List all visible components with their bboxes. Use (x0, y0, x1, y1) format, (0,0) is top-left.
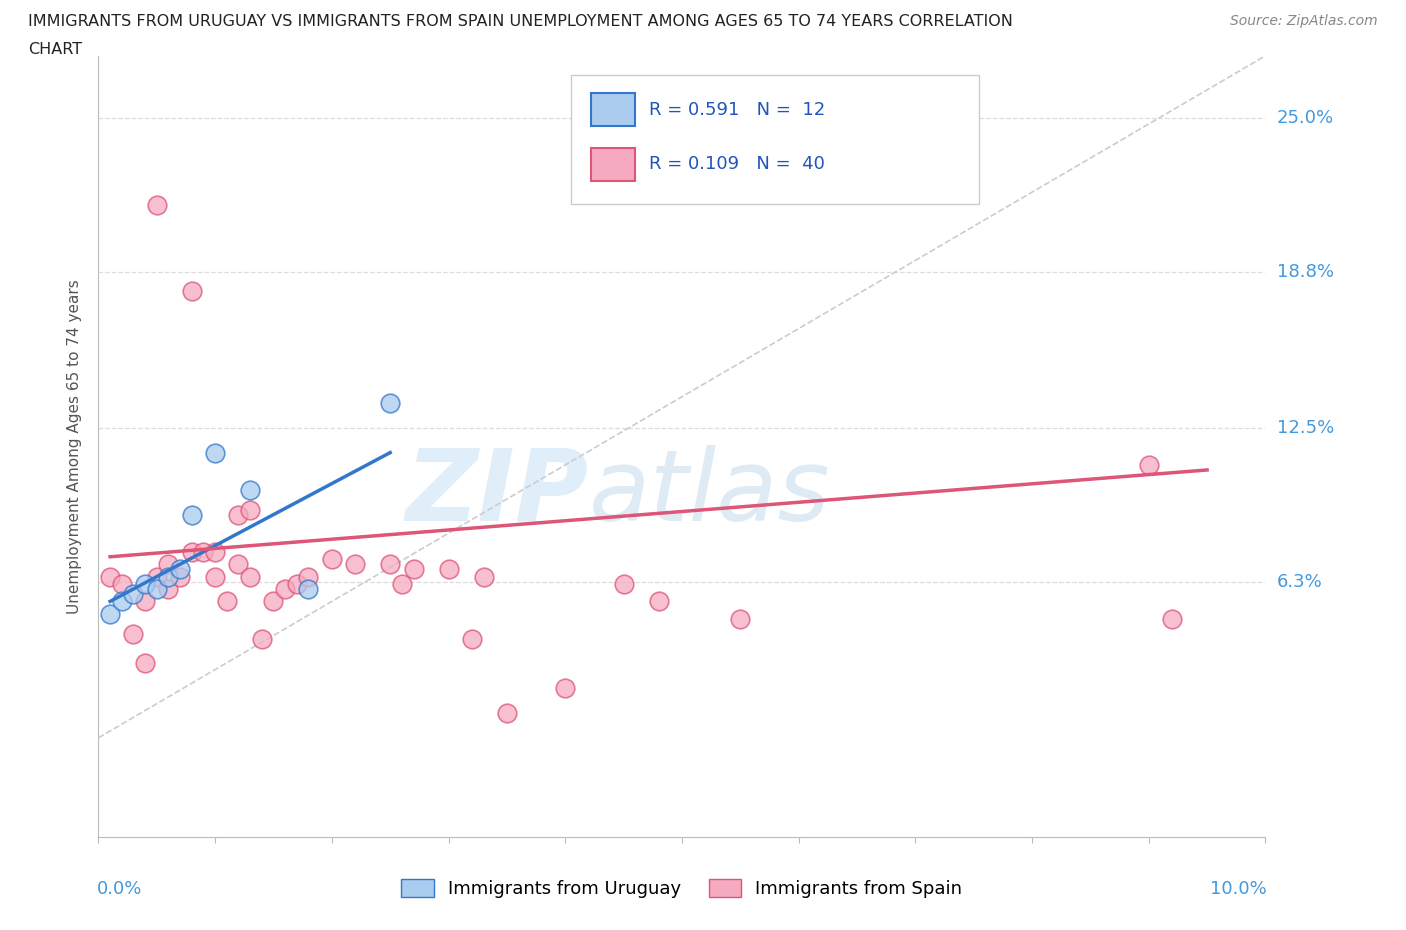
Point (554, 681, 576, 696)
Text: 6.3%: 6.3% (1277, 573, 1322, 591)
Point (146, 581, 169, 596)
Text: Source: ZipAtlas.com: Source: ZipAtlas.com (1230, 14, 1378, 28)
Point (134, 594, 156, 609)
Point (647, 594, 669, 609)
Point (239, 483, 262, 498)
Legend: Immigrants from Uruguay, Immigrants from Spain: Immigrants from Uruguay, Immigrants from… (401, 879, 963, 898)
Text: IMMIGRANTS FROM URUGUAY VS IMMIGRANTS FROM SPAIN UNEMPLOYMENT AMONG AGES 65 TO 7: IMMIGRANTS FROM URUGUAY VS IMMIGRANTS FR… (28, 14, 1012, 29)
Point (228, 557, 250, 572)
Point (391, 577, 413, 591)
FancyBboxPatch shape (591, 93, 636, 126)
Point (274, 581, 297, 596)
Text: ZIP: ZIP (405, 445, 589, 542)
Point (472, 569, 495, 584)
Point (157, 557, 180, 572)
Text: 18.8%: 18.8% (1277, 262, 1333, 281)
Point (169, 562, 191, 577)
FancyBboxPatch shape (571, 75, 980, 205)
Point (134, 656, 156, 671)
Point (1137, 458, 1160, 472)
Point (612, 577, 634, 591)
Point (157, 581, 180, 596)
Point (193, 544, 215, 559)
Point (180, 284, 202, 299)
Point (297, 581, 319, 596)
Text: 25.0%: 25.0% (1277, 109, 1334, 126)
Point (437, 562, 460, 577)
Point (204, 445, 226, 460)
Point (122, 587, 145, 602)
Point (134, 577, 156, 591)
Point (180, 544, 202, 559)
Point (380, 395, 402, 410)
Point (262, 594, 284, 609)
Point (180, 507, 202, 522)
Point (228, 507, 250, 522)
Point (730, 611, 752, 626)
Text: 10.0%: 10.0% (1209, 880, 1267, 898)
Point (1161, 611, 1184, 626)
Point (380, 557, 402, 572)
Text: atlas: atlas (589, 445, 830, 542)
Point (146, 197, 169, 212)
Point (321, 551, 343, 566)
Point (111, 577, 134, 591)
Point (285, 577, 308, 591)
Text: R = 0.591   N =  12: R = 0.591 N = 12 (650, 100, 825, 119)
Point (204, 569, 226, 584)
Text: 12.5%: 12.5% (1277, 418, 1334, 437)
FancyBboxPatch shape (591, 148, 636, 180)
Point (239, 502, 262, 517)
Point (169, 569, 191, 584)
Point (344, 557, 367, 572)
Text: CHART: CHART (28, 42, 82, 57)
Point (122, 626, 145, 641)
Text: 0.0%: 0.0% (97, 880, 142, 898)
Text: R = 0.109   N =  40: R = 0.109 N = 40 (650, 155, 825, 173)
Point (98, 569, 121, 584)
Point (157, 569, 180, 584)
Point (297, 569, 319, 584)
Point (146, 569, 169, 584)
Point (204, 544, 226, 559)
Point (402, 562, 425, 577)
Point (215, 594, 238, 609)
Y-axis label: Unemployment Among Ages 65 to 74 years: Unemployment Among Ages 65 to 74 years (67, 279, 83, 614)
Point (98, 606, 121, 621)
Point (461, 631, 484, 646)
Point (111, 594, 134, 609)
Point (496, 706, 519, 721)
Point (239, 569, 262, 584)
Point (250, 631, 273, 646)
